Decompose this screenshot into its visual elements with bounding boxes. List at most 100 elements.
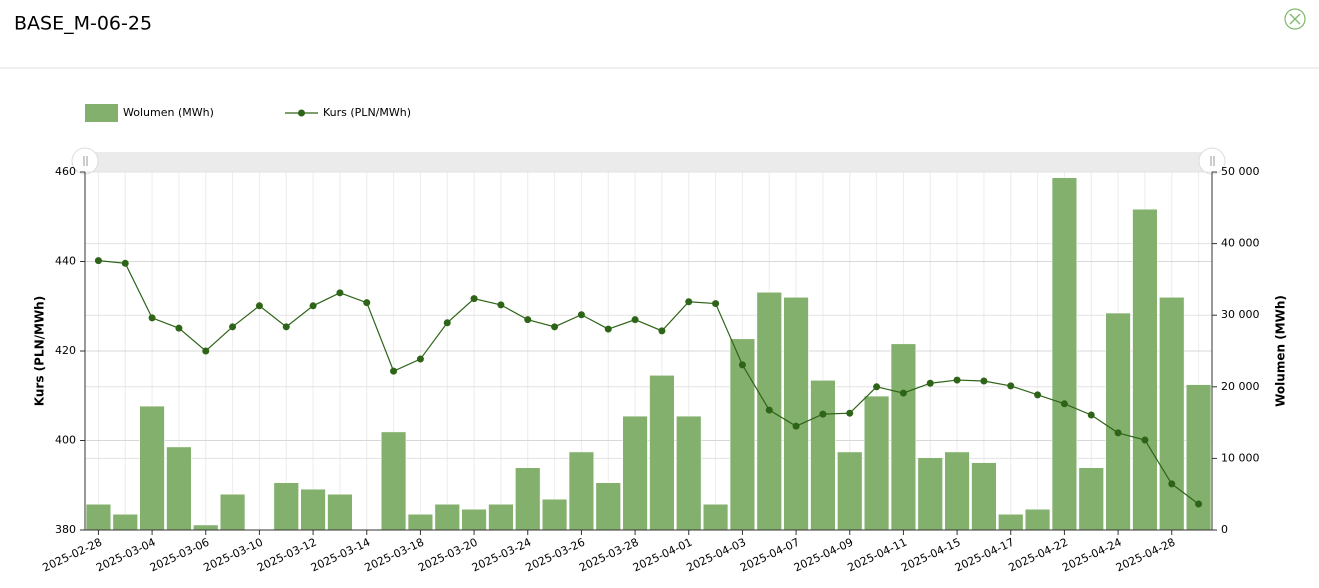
price-point xyxy=(658,327,666,335)
volume-bar xyxy=(863,395,890,531)
x-tick-label: 2025-04-28 xyxy=(1114,536,1177,575)
x-tick-label: 2025-03-10 xyxy=(202,536,265,575)
price-point xyxy=(712,300,720,308)
legend-marker xyxy=(298,109,305,117)
volume-bar xyxy=(273,482,299,531)
close-button[interactable] xyxy=(1284,8,1306,30)
x-tick-label: 2025-04-15 xyxy=(899,536,962,575)
y2-tick-label: 50 000 xyxy=(1221,165,1260,178)
volume-bar xyxy=(85,503,112,531)
volume-bar xyxy=(407,513,434,531)
volume-bar xyxy=(300,488,326,531)
y-tick-label: 420 xyxy=(55,344,76,357)
price-point xyxy=(229,323,237,331)
x-tick-label: 2025-04-09 xyxy=(792,536,855,575)
volume-bar xyxy=(917,457,943,531)
price-line xyxy=(98,260,1199,505)
x-tick-label: 2025-04-01 xyxy=(631,536,694,575)
range-slider[interactable] xyxy=(85,152,1212,172)
price-point xyxy=(524,316,532,324)
price-point xyxy=(926,379,934,387)
price-point xyxy=(551,323,559,331)
x-tick-label: 2025-04-17 xyxy=(953,536,1016,575)
volume-bar xyxy=(837,451,863,531)
volume-bar xyxy=(166,446,192,531)
volume-bar xyxy=(1078,467,1104,531)
volume-bar xyxy=(380,431,407,531)
legend-swatch xyxy=(85,104,118,122)
price-point xyxy=(1195,500,1203,508)
price-point xyxy=(873,383,881,391)
price-point xyxy=(282,323,290,331)
x-tick-label: 2025-03-24 xyxy=(470,536,533,575)
price-point xyxy=(390,367,398,375)
price-point xyxy=(846,409,854,417)
y-tick-label: 400 xyxy=(55,434,76,447)
x-tick-label: 2025-03-06 xyxy=(148,536,211,575)
volume-bar xyxy=(676,415,702,531)
volume-bar xyxy=(515,467,541,531)
volume-bar xyxy=(434,503,460,531)
y2-tick-label: 0 xyxy=(1221,523,1228,536)
volume-bar xyxy=(1132,208,1158,531)
price-point xyxy=(899,389,907,397)
price-point xyxy=(980,377,988,385)
x-tick-label: 2025-03-26 xyxy=(524,536,587,575)
price-point xyxy=(953,376,961,384)
price-point xyxy=(577,311,585,319)
x-tick-label: 2025-03-12 xyxy=(255,536,318,575)
price-point xyxy=(470,295,478,303)
price-point xyxy=(94,257,102,265)
volume-bar xyxy=(1105,312,1131,531)
price-point xyxy=(255,302,263,310)
x-tick-label: 2025-04-22 xyxy=(1007,536,1070,575)
x-tick-label: 2025-03-18 xyxy=(363,536,426,575)
legend-label: Wolumen (MWh) xyxy=(123,106,214,119)
price-point xyxy=(148,314,156,322)
volume-bar xyxy=(998,513,1024,531)
price-point xyxy=(1007,382,1015,390)
volume-bar xyxy=(890,343,917,531)
x-tick-label: 2025-04-11 xyxy=(846,536,909,575)
price-point xyxy=(604,325,612,333)
y-tick-label: 460 xyxy=(55,165,76,178)
price-point xyxy=(765,406,773,414)
x-tick-label: 2025-03-14 xyxy=(309,536,372,575)
price-point xyxy=(685,298,693,306)
volume-bar xyxy=(622,415,648,531)
price-point xyxy=(1141,436,1149,444)
volume-bar xyxy=(541,498,568,531)
y-tick-label: 380 xyxy=(55,523,76,536)
price-point xyxy=(1034,391,1042,399)
volume-bar xyxy=(139,405,165,531)
dialog-title: BASE_M-06-25 xyxy=(14,13,152,35)
price-point xyxy=(121,259,129,267)
price-point xyxy=(363,299,371,307)
y-axis-title: Kurs (PLN/MWh) xyxy=(33,296,47,406)
y2-tick-label: 40 000 xyxy=(1221,237,1260,250)
volume-bar xyxy=(327,493,353,531)
price-point xyxy=(1060,400,1068,408)
volume-bar xyxy=(729,338,756,531)
volume-bar xyxy=(1051,177,1078,531)
volume-bar xyxy=(219,493,246,531)
price-point xyxy=(819,410,827,418)
price-point xyxy=(497,301,505,309)
y2-tick-label: 10 000 xyxy=(1221,451,1260,464)
price-point xyxy=(1114,429,1122,437)
x-tick-label: 2025-03-04 xyxy=(94,536,157,575)
x-tick-label: 2025-04-03 xyxy=(685,536,748,575)
volume-bar xyxy=(1024,508,1051,531)
volume-bar xyxy=(1159,297,1185,531)
price-point xyxy=(1168,480,1176,488)
price-point xyxy=(309,302,317,310)
volume-bar xyxy=(193,524,219,531)
volume-bar xyxy=(783,297,809,531)
price-point xyxy=(416,355,424,363)
x-tick-label: 2025-04-24 xyxy=(1060,536,1123,575)
volume-bar xyxy=(112,513,138,531)
legend-label: Kurs (PLN/MWh) xyxy=(323,106,411,119)
volume-bar xyxy=(595,482,621,531)
y-tick-label: 440 xyxy=(55,255,76,268)
